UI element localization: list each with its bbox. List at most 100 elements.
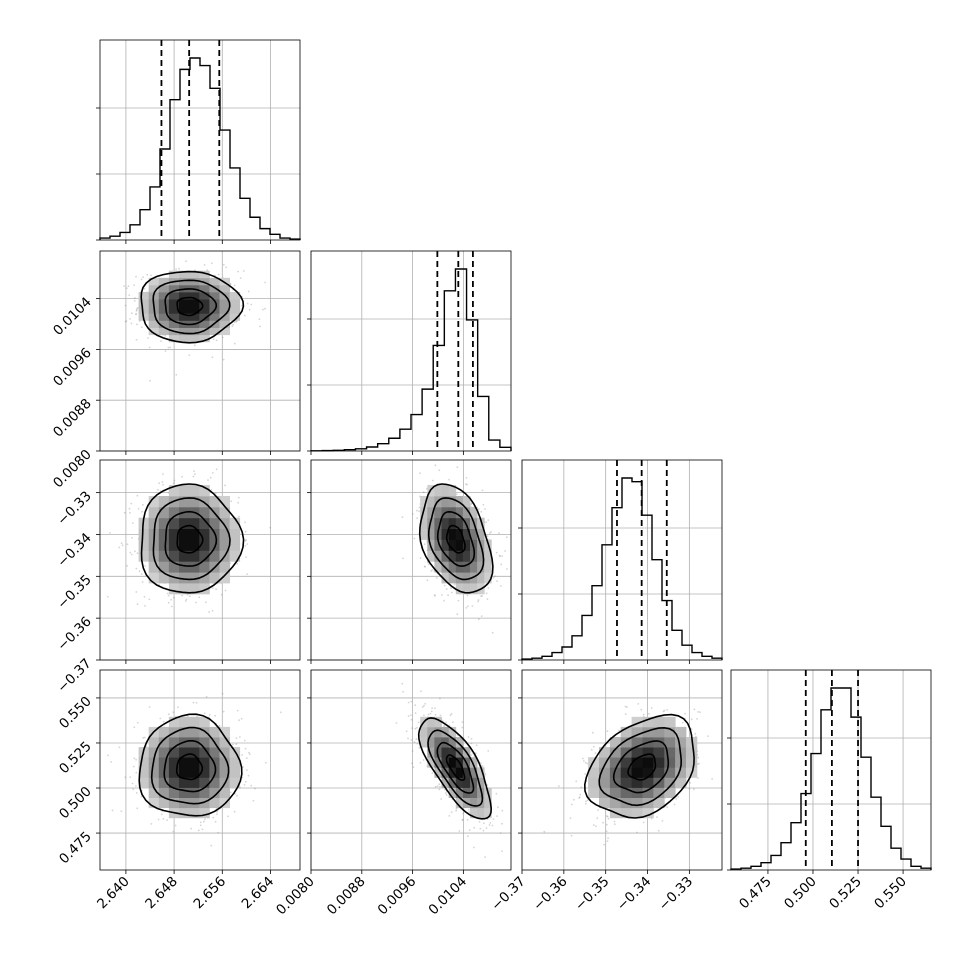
sample-point bbox=[452, 721, 454, 724]
density-cell bbox=[199, 292, 210, 300]
sample-point bbox=[697, 777, 699, 779]
density-cell bbox=[448, 726, 457, 738]
density-cell bbox=[427, 726, 435, 738]
sample-point bbox=[215, 339, 218, 342]
density-cell bbox=[179, 807, 190, 819]
density-cell bbox=[179, 270, 190, 279]
density-cell bbox=[148, 561, 160, 573]
sample-point bbox=[245, 556, 247, 558]
sample-point bbox=[239, 277, 242, 279]
density-cell bbox=[434, 726, 442, 738]
sample-point bbox=[205, 696, 208, 698]
sample-point bbox=[684, 712, 686, 715]
density-cell bbox=[631, 716, 643, 728]
sample-point bbox=[422, 491, 425, 493]
density-cell bbox=[420, 528, 428, 540]
sample-point bbox=[175, 268, 178, 270]
density-cell bbox=[434, 539, 442, 551]
density-cell bbox=[158, 777, 170, 788]
sample-point bbox=[455, 809, 458, 812]
sample-point bbox=[221, 336, 224, 339]
density-cell bbox=[219, 506, 230, 519]
density-cell bbox=[148, 496, 160, 508]
density-cell bbox=[199, 716, 210, 728]
sample-point bbox=[135, 310, 138, 312]
sample-point bbox=[131, 522, 134, 524]
density-cell bbox=[455, 797, 464, 809]
sample-point bbox=[172, 830, 175, 833]
x-tick-label: −0.35 bbox=[572, 874, 613, 915]
density-cell bbox=[653, 797, 665, 809]
density-cell bbox=[434, 757, 442, 768]
density-cell bbox=[158, 539, 170, 551]
sample-point bbox=[499, 555, 501, 558]
density-cell bbox=[148, 787, 160, 798]
density-cell bbox=[199, 320, 210, 328]
density-cell bbox=[209, 726, 220, 738]
density-cell bbox=[179, 787, 190, 798]
sample-point bbox=[203, 712, 206, 715]
density-cell bbox=[455, 550, 464, 562]
sample-point bbox=[136, 494, 139, 497]
sample-point bbox=[606, 730, 609, 733]
density-cell bbox=[158, 299, 170, 307]
sample-point bbox=[697, 756, 700, 759]
sample-point bbox=[477, 600, 479, 603]
sample-point bbox=[172, 596, 175, 599]
sample-point bbox=[471, 605, 474, 607]
sample-point bbox=[111, 809, 114, 812]
density-cell bbox=[620, 807, 632, 819]
sample-point bbox=[648, 712, 650, 715]
contour-line bbox=[427, 497, 485, 581]
density-cell bbox=[158, 561, 170, 573]
sample-point bbox=[244, 544, 247, 547]
density-cell bbox=[209, 313, 220, 321]
sample-point bbox=[461, 726, 464, 729]
density-cell bbox=[484, 550, 492, 562]
density-cell bbox=[199, 757, 210, 768]
density-cell bbox=[168, 292, 180, 300]
x-tick-label: −0.36 bbox=[530, 874, 571, 915]
density-cell bbox=[664, 716, 676, 728]
sample-point bbox=[558, 785, 560, 787]
sample-point bbox=[198, 596, 201, 599]
sample-point bbox=[431, 707, 433, 709]
sample-point bbox=[448, 815, 451, 817]
sample-point bbox=[438, 788, 441, 791]
density-cell bbox=[664, 777, 676, 788]
sample-point bbox=[135, 309, 138, 311]
sample-point bbox=[242, 270, 245, 272]
sample-point bbox=[181, 475, 184, 478]
sample-point bbox=[136, 323, 138, 326]
sample-point bbox=[485, 521, 488, 524]
sample-point bbox=[124, 304, 127, 307]
density-cell bbox=[138, 550, 150, 562]
density-cell bbox=[209, 327, 220, 336]
density-cell bbox=[189, 726, 200, 738]
contour-line bbox=[612, 740, 670, 794]
sample-point bbox=[543, 830, 546, 833]
sample-point bbox=[421, 706, 424, 708]
density-cell bbox=[462, 572, 471, 584]
density-cell bbox=[148, 767, 160, 778]
sample-point bbox=[148, 706, 151, 708]
sample-point bbox=[482, 504, 485, 506]
sample-point bbox=[586, 799, 589, 802]
sample-point bbox=[461, 818, 464, 821]
sample-point bbox=[168, 713, 170, 716]
sample-point bbox=[265, 761, 267, 764]
sample-point bbox=[118, 746, 121, 749]
density-cell bbox=[168, 550, 180, 562]
sample-point bbox=[216, 811, 218, 813]
density-cell bbox=[158, 737, 170, 748]
sample-point bbox=[136, 807, 139, 810]
sample-point bbox=[237, 496, 240, 499]
density-cell bbox=[434, 517, 442, 529]
sample-point bbox=[217, 273, 220, 276]
y-tick-label: 0.0080 bbox=[50, 447, 95, 492]
sample-point bbox=[445, 588, 448, 590]
density-cell bbox=[664, 757, 676, 768]
sample-point bbox=[157, 818, 160, 821]
density-cell bbox=[199, 572, 210, 584]
sample-point bbox=[135, 792, 138, 794]
